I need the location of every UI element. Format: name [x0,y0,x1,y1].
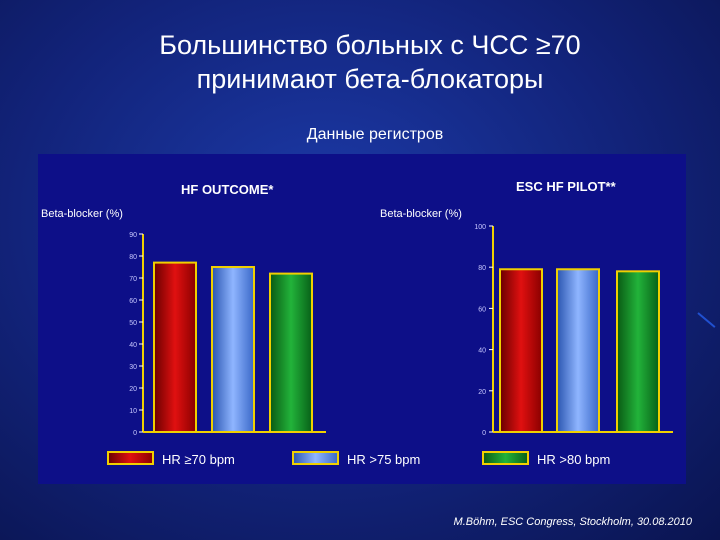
y-tick-label-2-5: 100 [474,224,486,231]
y-tick-label-1-8: 80 [129,254,137,261]
bar-1-hr80 [269,272,313,433]
bar-2-hr75 [556,268,600,434]
chart-title-1: HF OUTCOME* [181,182,274,197]
decorative-line [697,312,716,328]
y-tick-label-1-2: 20 [129,386,137,393]
y-tick-label-1-5: 50 [129,320,137,327]
bar-1-hr75 [211,266,255,433]
chart-svg: HF OUTCOME* Beta-blocker (%) 0 10 20 30 40 50 60… [41,179,673,467]
slide-subtitle: Данные регистров [306,126,444,143]
y-tick-label-1-9: 90 [129,232,137,239]
y-axis-label-1: Beta-blocker (%) [41,208,123,220]
legend-swatch-hr75 [292,451,339,465]
y-tick-label-1-6: 60 [129,298,137,305]
y-tick-label-2-3: 60 [478,306,486,313]
y-tick-label-1-1: 10 [129,408,137,415]
y-tick-label-1-3: 30 [129,364,137,371]
title-line-2: принимают бета-блокаторы [196,64,544,94]
y-tick-label-2-4: 80 [478,265,486,272]
y-tick-label-2-1: 20 [478,389,486,396]
legend-label-hr80: HR >80 bpm [537,452,610,467]
title-line-1: Большинство больных с ЧСС ≥70 [159,30,581,60]
legend-swatch-hr80 [482,451,529,465]
legend-label-hr70: HR ≥70 bpm [162,452,235,467]
legend-swatch-hr70 [107,451,154,465]
citation: M.Böhm, ESC Congress, Stockholm, 30.08.2… [453,516,692,528]
chart-panel: HF OUTCOME* Beta-blocker (%) 0 10 20 30 40 50 60… [38,154,686,484]
y-tick-label-2-0: 0 [482,430,486,437]
y-tick-label-2-2: 40 [478,348,486,355]
bar-2-hr70 [499,268,543,434]
y-axis-label-2: Beta-blocker (%) [380,208,462,220]
slide-title: Большинство больных с ЧСС ≥70 принимают … [60,28,680,96]
y-tick-label-1-4: 40 [129,342,137,349]
bar-2-hr80 [616,270,660,433]
legend-label-hr75: HR >75 bpm [347,452,420,467]
y-tick-label-1-0: 0 [133,430,137,437]
y-tick-label-1-7: 70 [129,276,137,283]
bar-1-hr70 [153,261,197,433]
chart-title-2: ESC HF PILOT** [516,179,617,194]
